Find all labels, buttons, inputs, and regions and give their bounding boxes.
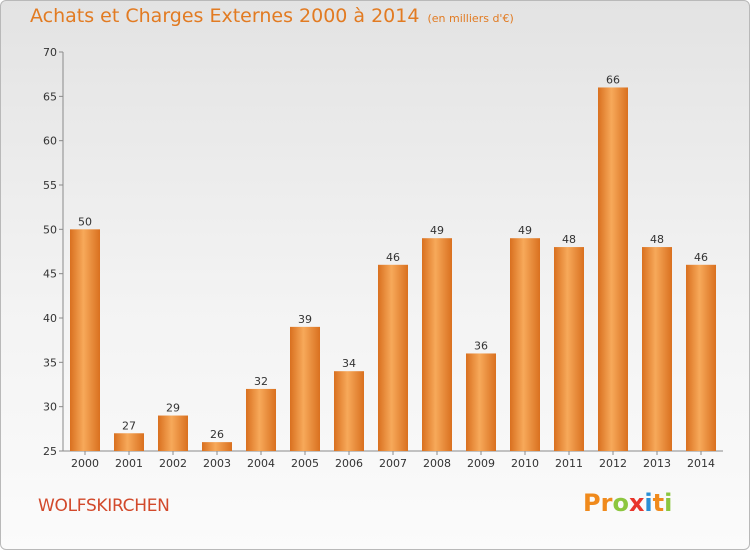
y-tick-label: 60	[43, 135, 57, 148]
bar-value-label: 66	[606, 73, 620, 86]
logo-letter: P	[583, 489, 601, 517]
title-text: Achats et Charges Externes 2000 à 2014	[30, 5, 420, 27]
bar	[114, 433, 144, 451]
bar	[334, 371, 364, 451]
y-tick-label: 50	[43, 223, 57, 236]
commune-name: WOLFSKIRCHEN	[38, 496, 170, 516]
logo-letter: o	[612, 489, 629, 517]
x-tick-label: 2006	[335, 457, 363, 470]
proxiti-logo: Proxiti	[583, 489, 672, 517]
bar-value-label: 26	[210, 428, 224, 441]
bar-value-label: 34	[342, 357, 356, 370]
logo-letter: i	[644, 489, 653, 517]
x-tick-label: 2000	[71, 457, 99, 470]
logo-letter: r	[600, 489, 613, 517]
chart-title: Achats et Charges Externes 2000 à 2014 (e…	[30, 5, 514, 27]
x-tick-label: 2007	[379, 457, 407, 470]
bar-value-label: 49	[518, 224, 532, 237]
x-tick-label: 2012	[599, 457, 627, 470]
y-tick-label: 65	[43, 90, 57, 103]
y-tick-label: 25	[43, 445, 57, 458]
y-tick-label: 55	[43, 179, 57, 192]
bar-value-label: 46	[386, 251, 400, 264]
x-tick-label: 2004	[247, 457, 275, 470]
bars: 50 27 29 26 32 39 34 46 49 36 49 48 66 48 46	[70, 73, 716, 451]
bar-value-label: 32	[254, 375, 268, 388]
bar	[686, 264, 716, 451]
x-tick-label: 2010	[511, 457, 539, 470]
x-tick-label: 2009	[467, 457, 495, 470]
bar	[554, 247, 584, 451]
x-tick-label: 2002	[159, 457, 187, 470]
bar-value-label: 36	[474, 339, 488, 352]
bar-value-label: 29	[166, 402, 180, 415]
y-tick-label: 45	[43, 268, 57, 281]
bar-value-label: 50	[78, 215, 92, 228]
bar	[246, 388, 276, 451]
x-tick-label: 2001	[115, 457, 143, 470]
bar	[422, 238, 452, 451]
x-tick-label: 2014	[687, 457, 715, 470]
logo-letter: i	[664, 489, 673, 517]
x-tick-label: 2011	[555, 457, 583, 470]
y-tick-label: 35	[43, 356, 57, 369]
bar-value-label: 48	[650, 233, 664, 246]
bar-value-label: 27	[122, 419, 136, 432]
bar-value-label: 48	[562, 233, 576, 246]
title-unit: (en milliers d'€)	[427, 12, 514, 25]
logo-letter: t	[652, 489, 665, 517]
y-tick-label: 40	[43, 312, 57, 325]
bar-value-label: 46	[694, 251, 708, 264]
x-tick-label: 2003	[203, 457, 231, 470]
y-tick-label: 70	[43, 46, 57, 59]
x-tick-label: 2005	[291, 457, 319, 470]
bar	[158, 415, 188, 451]
bar	[70, 229, 100, 451]
bar	[598, 87, 628, 451]
bar	[510, 238, 540, 451]
bar-value-label: 49	[430, 224, 444, 237]
bar	[642, 247, 672, 451]
bar-value-label: 39	[298, 313, 312, 326]
y-tick-label: 30	[43, 401, 57, 414]
logo-letter: x	[628, 489, 645, 517]
bar	[378, 264, 408, 451]
bar	[466, 353, 496, 451]
bar	[290, 326, 320, 451]
x-tick-label: 2013	[643, 457, 671, 470]
bar	[202, 442, 232, 451]
x-tick-label: 2008	[423, 457, 451, 470]
